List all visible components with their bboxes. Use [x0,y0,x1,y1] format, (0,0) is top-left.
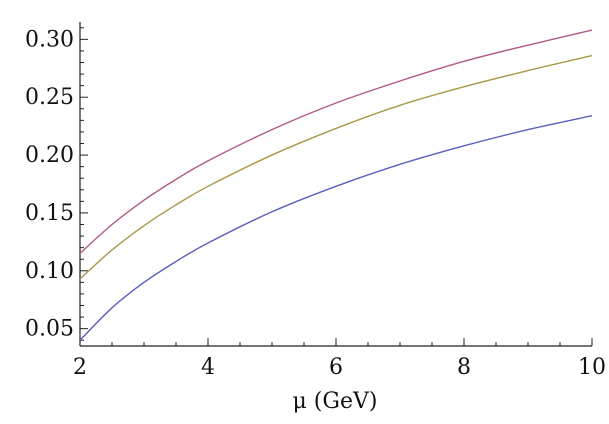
y-tick-label: 0.25 [25,85,74,110]
series-line-2 [79,54,593,280]
series-layer [79,29,593,341]
ticks [79,27,593,346]
series-line-3 [79,115,593,341]
x-tick-label: 8 [457,355,471,380]
x-tick-label: 4 [201,355,215,380]
tick-labels: 2 4 6 8 10 0.05 0.10 0.15 0.20 0.25 0.30 [25,27,606,380]
series-line-1 [79,29,593,254]
x-tick-label: 6 [329,355,343,380]
y-tick-label: 0.20 [25,143,74,168]
y-tick-label: 0.10 [25,259,74,284]
x-tick-label: 10 [578,355,606,380]
axes [79,22,592,347]
x-tick-label: 2 [73,355,87,380]
y-tick-label: 0.05 [25,317,74,342]
y-tick-label: 0.30 [25,27,74,52]
x-axis-label: μ (GeV) [293,389,378,414]
y-tick-label: 0.15 [25,201,74,226]
